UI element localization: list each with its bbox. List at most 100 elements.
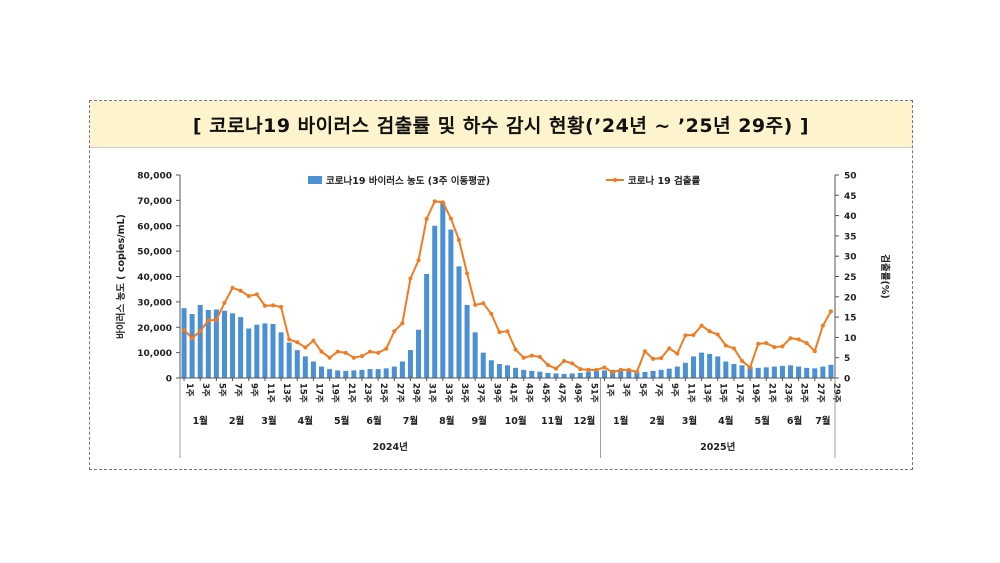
detection-rate-point [182, 328, 187, 333]
concentration-bar [181, 308, 187, 378]
week-tick-label: 13주 [702, 383, 712, 403]
concentration-bar [270, 323, 276, 378]
detection-rate-point [359, 354, 364, 359]
week-tick-label: 41주 [508, 383, 518, 403]
concentration-bar [327, 369, 333, 378]
month-label: 10월 [505, 415, 527, 427]
title-bar: [ 코로나19 바이러스 검출률 및 하수 감시 현황(’24년 ~ ’25년 … [90, 101, 912, 148]
concentration-bar [739, 365, 745, 378]
detection-rate-point [214, 317, 219, 322]
week-tick-label: 7주 [653, 383, 663, 397]
detection-rate-point [610, 370, 615, 375]
concentration-bar [796, 366, 802, 378]
week-tick-label: 11주 [265, 383, 275, 403]
week-tick-label: 21주 [766, 383, 776, 403]
month-label: 5월 [755, 415, 770, 427]
detection-rate-point [812, 349, 817, 354]
week-tick-label: 17주 [734, 383, 744, 403]
concentration-bar [642, 371, 648, 378]
detection-rate-point [424, 216, 429, 221]
right-tick-label: 5 [844, 354, 850, 364]
week-tick-label: 47주 [556, 383, 566, 403]
concentration-bar [367, 369, 373, 378]
concentration-bar [553, 373, 559, 378]
right-tick-label: 45 [844, 192, 857, 202]
month-label: 7월 [403, 415, 418, 427]
week-tick-label: 37주 [475, 383, 485, 403]
concentration-bar [480, 352, 486, 378]
detection-rate-point [190, 336, 195, 341]
concentration-bar [230, 313, 236, 378]
detection-rate-point [238, 288, 243, 293]
month-label: 4월 [298, 415, 313, 427]
concentration-bar [747, 366, 753, 378]
concentration-bar [221, 310, 227, 378]
detection-rate-point [796, 337, 801, 342]
concentration-bar [723, 361, 729, 378]
detection-rate-point [828, 309, 833, 314]
year-label: 2024년 [373, 441, 408, 453]
week-tick-label: 21주 [346, 383, 356, 403]
week-tick-label: 25주 [378, 383, 388, 403]
concentration-bar [602, 370, 608, 378]
left-tick-label: 40,000 [137, 273, 172, 283]
detection-rate-point [675, 351, 680, 356]
detection-rate-point [707, 329, 712, 334]
left-tick-label: 80,000 [137, 172, 172, 182]
left-tick-label: 10,000 [137, 349, 172, 359]
month-label: 5월 [334, 415, 349, 427]
detection-rate-point [376, 350, 381, 355]
right-tick-label: 35 [844, 232, 857, 242]
concentration-bar [335, 370, 341, 378]
detection-rate-point [529, 353, 534, 358]
week-tick-label: 13주 [281, 383, 291, 403]
detection-rate-point [465, 271, 470, 276]
week-tick-label: 11주 [685, 383, 695, 403]
detection-rate-point [351, 355, 356, 360]
month-label: 2월 [649, 415, 664, 427]
month-label: 3월 [261, 415, 276, 427]
detection-rate-point [651, 356, 656, 361]
concentration-bar [828, 364, 834, 378]
concentration-bar [189, 314, 195, 378]
month-label: 3월 [682, 415, 697, 427]
concentration-bar [682, 362, 688, 378]
concentration-bar [658, 369, 664, 378]
concentration-bar [343, 370, 349, 378]
concentration-bar [812, 368, 818, 378]
concentration-bar [504, 365, 511, 378]
week-tick-label: 15주 [297, 383, 307, 403]
legend-line-label: 코로나 19 검출률 [628, 175, 701, 187]
detection-rate-point [319, 349, 324, 354]
concentration-bar [496, 364, 502, 378]
month-label: 7월 [815, 415, 830, 427]
detection-rate-point [416, 258, 421, 263]
detection-rate-point [343, 350, 348, 355]
detection-rate-point [473, 302, 478, 307]
detection-rate-point [545, 363, 550, 368]
concentration-bar [432, 225, 438, 378]
concentration-bar [521, 369, 527, 378]
month-label: 6월 [366, 415, 381, 427]
concentration-bar [424, 273, 430, 378]
week-tick-label: 23주 [782, 383, 792, 403]
left-tick-label: 50,000 [137, 248, 172, 258]
concentration-bar [820, 366, 826, 378]
year-label: 2025년 [700, 441, 735, 453]
left-tick-label: 30,000 [137, 298, 172, 308]
week-tick-label: 51주 [588, 383, 598, 403]
detection-rate-point [198, 329, 203, 334]
concentration-bar [650, 370, 656, 378]
week-tick-label: 19주 [330, 383, 340, 403]
week-tick-label: 1주 [184, 383, 194, 397]
detection-rate-point [295, 340, 300, 345]
week-tick-label: 17주 [313, 383, 323, 403]
concentration-bar [383, 368, 389, 378]
right-tick-label: 15 [844, 314, 857, 324]
week-tick-label: 35주 [459, 383, 469, 403]
detection-rate-point [667, 346, 672, 351]
week-tick-label: 19주 [750, 383, 760, 403]
chart-panel: [ 코로나19 바이러스 검출률 및 하수 감시 현황(’24년 ~ ’25년 … [89, 100, 913, 470]
concentration-bar [529, 370, 535, 378]
right-tick-label: 30 [844, 253, 857, 263]
